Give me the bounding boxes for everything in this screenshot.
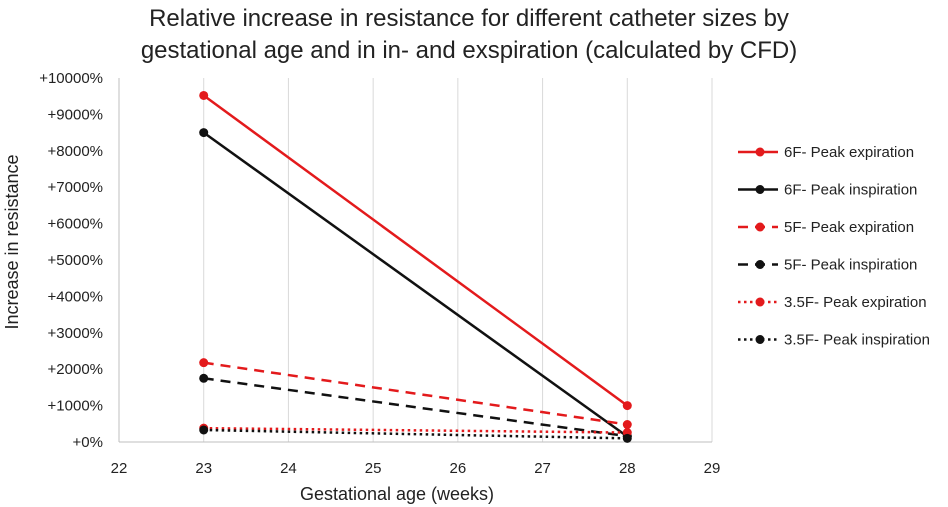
data-point bbox=[199, 425, 209, 435]
legend-label: 5F- Peak inspiration bbox=[784, 257, 917, 274]
y-tick-label: +4000% bbox=[48, 288, 103, 305]
x-tick-label: 26 bbox=[450, 460, 467, 477]
data-point bbox=[199, 358, 209, 368]
legend-entry: 6F- Peak inspiration bbox=[738, 182, 917, 199]
series-line bbox=[203, 426, 628, 434]
y-tick-label: +9000% bbox=[48, 106, 103, 123]
legend-entry: 3.5F- Peak inspiration bbox=[738, 332, 930, 349]
x-tick-labels: 22 23 24 25 26 27 28 29 bbox=[111, 460, 721, 477]
grid bbox=[203, 78, 713, 442]
chart-title-line-2: gestational age and in in- and exspirati… bbox=[141, 37, 797, 64]
series bbox=[199, 90, 632, 443]
x-tick-label: 23 bbox=[195, 460, 212, 477]
data-point bbox=[199, 128, 209, 138]
legend-label: 6F- Peak inspiration bbox=[784, 182, 917, 199]
legend-label: 3.5F- Peak inspiration bbox=[784, 332, 930, 349]
legend-label: 6F- Peak expiration bbox=[784, 144, 914, 161]
legend-marker bbox=[755, 185, 765, 194]
legend-marker bbox=[755, 297, 765, 307]
y-tick-label: +3000% bbox=[48, 325, 103, 342]
axes bbox=[118, 78, 712, 443]
y-tick-label: +7000% bbox=[48, 179, 103, 196]
chart-title-line-1: Relative increase in resistance for diff… bbox=[149, 5, 789, 32]
legend: 6F- Peak expiration 6F- Peak inspiration 5… bbox=[738, 144, 930, 349]
y-tick-labels: +0% +1000% +2000% +3000% +4000% +5000% +6000% +… bbox=[39, 70, 103, 451]
data-point bbox=[622, 401, 632, 411]
data-point bbox=[622, 433, 632, 443]
y-tick-label: +6000% bbox=[48, 216, 103, 233]
legend-entry: 3.5F- Peak expiration bbox=[738, 294, 927, 311]
series-line bbox=[203, 428, 628, 440]
legend-marker bbox=[755, 260, 765, 269]
x-axis-label: Gestational age (weeks) bbox=[300, 484, 494, 504]
x-tick-label: 28 bbox=[619, 460, 636, 477]
legend-entry: 6F- Peak expiration bbox=[738, 144, 914, 161]
data-point bbox=[199, 373, 209, 383]
y-tick-label: +5000% bbox=[48, 252, 103, 269]
legend-marker bbox=[755, 147, 765, 157]
x-tick-label: 29 bbox=[704, 460, 721, 477]
y-tick-label: +2000% bbox=[48, 361, 103, 378]
data-point bbox=[199, 90, 209, 100]
y-tick-label: +0% bbox=[73, 434, 103, 451]
series-line bbox=[202, 94, 629, 407]
y-tick-label: +1000% bbox=[48, 398, 103, 415]
y-tick-label: +10000% bbox=[39, 70, 103, 87]
x-tick-label: 22 bbox=[111, 460, 128, 477]
x-tick-label: 27 bbox=[534, 460, 551, 477]
y-tick-label: +8000% bbox=[48, 143, 103, 160]
series-line bbox=[202, 131, 629, 438]
legend-label: 5F- Peak expiration bbox=[784, 219, 914, 236]
legend-label: 3.5F- Peak expiration bbox=[784, 294, 927, 311]
x-tick-label: 25 bbox=[365, 460, 382, 477]
series-line bbox=[203, 377, 628, 438]
legend-entry: 5F- Peak inspiration bbox=[738, 257, 917, 274]
legend-entry: 5F- Peak expiration bbox=[738, 219, 914, 236]
legend-marker bbox=[755, 335, 765, 344]
y-axis-label: Increase in resistance bbox=[2, 154, 22, 329]
data-point bbox=[622, 420, 632, 430]
series-line bbox=[203, 361, 628, 426]
x-tick-label: 24 bbox=[280, 460, 297, 477]
legend-marker bbox=[755, 222, 765, 232]
